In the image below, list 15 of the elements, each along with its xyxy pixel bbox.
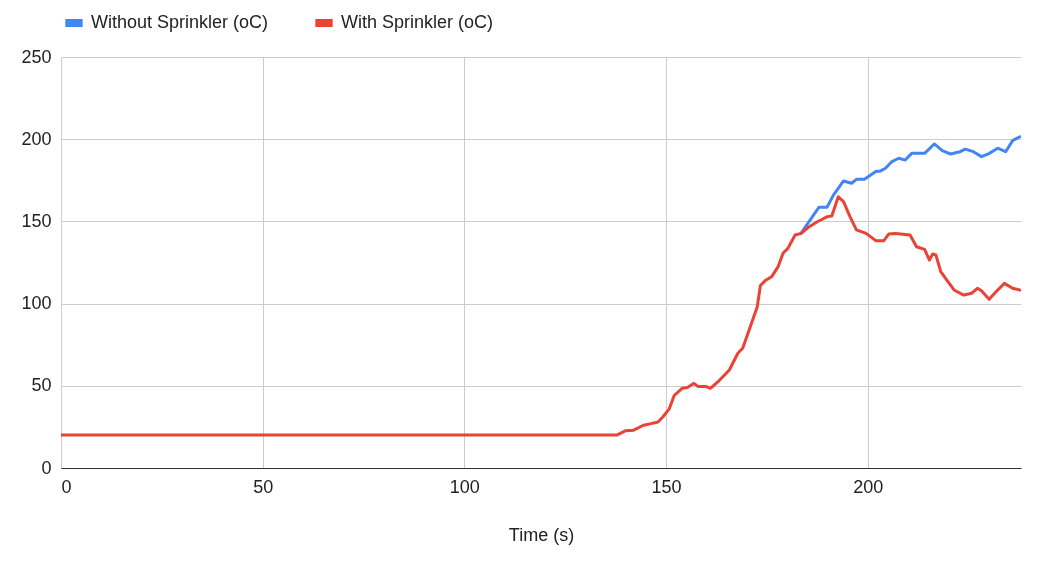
x-tick-label: 100 [449,476,480,497]
legend-label: With Sprinkler (oC) [341,12,494,32]
x-axis-title: Time (s) [508,524,575,545]
y-tick-label: 0 [41,457,52,478]
y-tick-label: 50 [31,375,52,396]
legend-label: Without Sprinkler (oC) [91,12,269,32]
y-tick-label: 250 [21,46,52,67]
x-tick-label: 200 [853,476,884,497]
y-tick-label: 200 [21,128,52,149]
x-tick-label: 0 [61,476,72,497]
y-tick-label: 100 [21,293,52,314]
x-tick-label: 150 [651,476,682,497]
line-series [61,195,1021,437]
y-tick-label: 150 [21,210,52,231]
x-tick-label: 50 [253,476,274,497]
